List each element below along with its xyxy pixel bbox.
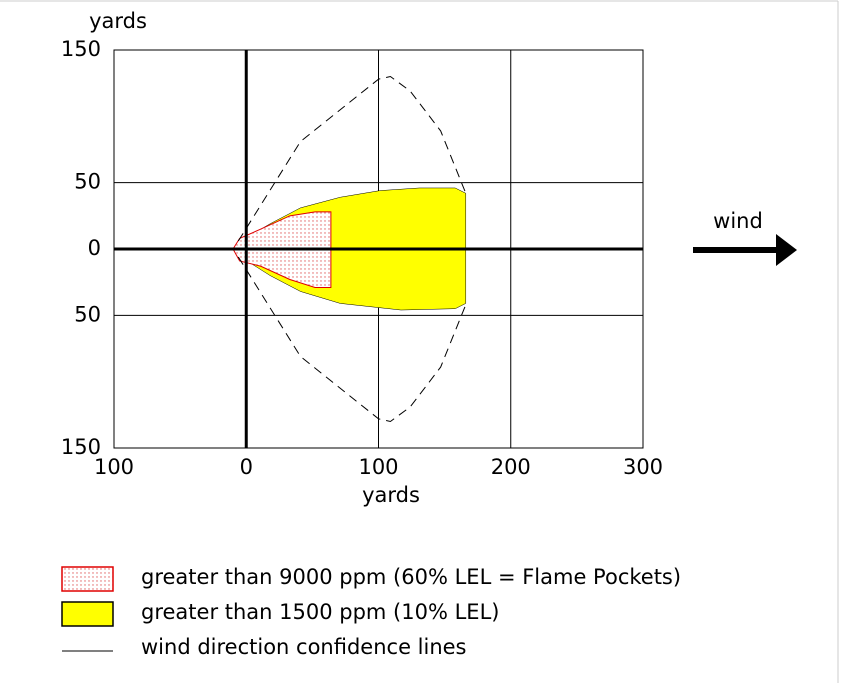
- legend-label: greater than 9000 ppm (60% LEL = Flame P…: [141, 565, 681, 589]
- legend-swatch: [61, 601, 114, 627]
- x-axis-label: yards: [362, 483, 420, 507]
- x-tick-label: 200: [491, 455, 531, 479]
- legend-swatch: [61, 566, 114, 592]
- y-tick-label: 50: [74, 302, 101, 326]
- legend-label: wind direction confidence lines: [141, 635, 467, 659]
- confidence-line: [237, 256, 467, 423]
- x-tick-label: 0: [240, 455, 253, 479]
- y-tick-label: 50: [74, 170, 101, 194]
- confidence-line: [237, 75, 467, 242]
- wind-label: wind: [713, 209, 763, 233]
- y-tick-label: 150: [61, 37, 101, 61]
- y-axis-label: yards: [89, 9, 147, 33]
- legend-label: greater than 1500 ppm (10% LEL): [141, 600, 499, 624]
- y-tick-label: 0: [88, 236, 101, 260]
- x-tick-label: 100: [94, 455, 134, 479]
- y-tick-label: 150: [61, 435, 101, 459]
- wind-arrow-head: [776, 234, 797, 266]
- x-tick-label: 300: [623, 455, 663, 479]
- x-tick-label: 100: [358, 455, 398, 479]
